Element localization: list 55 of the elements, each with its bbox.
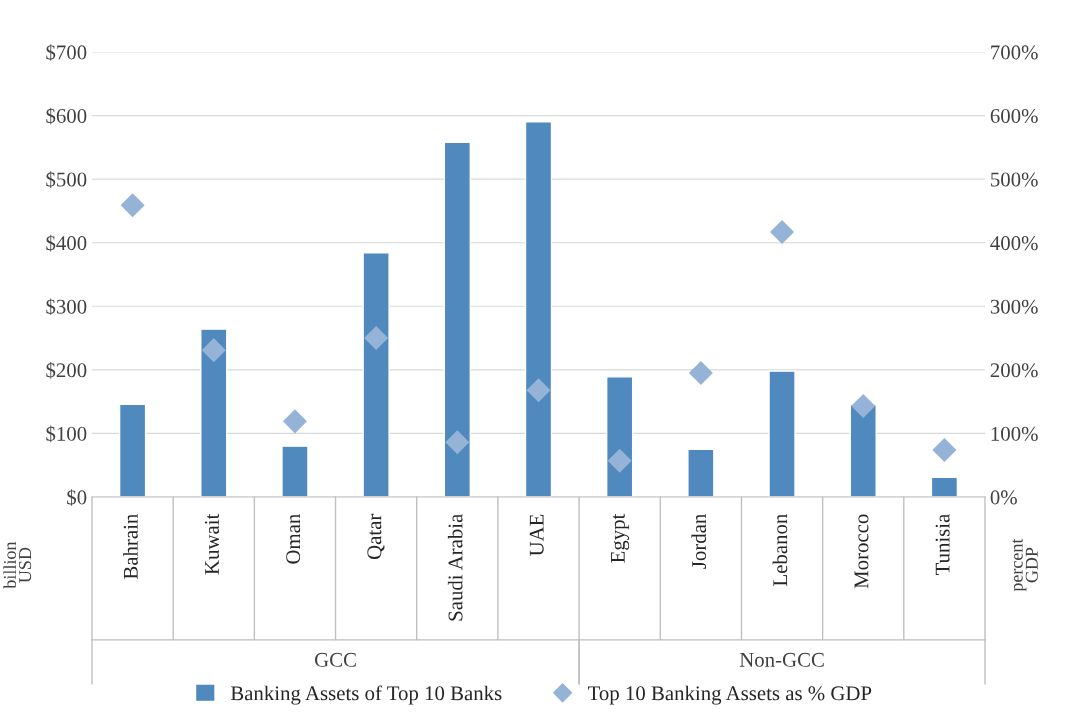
point [526,378,551,403]
bar [768,370,796,497]
bar [687,448,715,497]
point [770,219,795,244]
y-tick-label: $0 [67,489,87,506]
bar [849,404,877,497]
bar [605,376,634,497]
x-tick-label: Jordan [691,513,707,569]
text: GCC [314,652,356,667]
y-tick-label: $400 [46,234,87,252]
x-tick-label: UAE [529,514,544,557]
y2-tick-label: 400% [990,236,1038,251]
point [851,394,876,419]
point [201,338,226,363]
y2-tick-label: 500% [991,172,1038,187]
y2-tick-label: 100% [991,426,1038,441]
y2-tick-label: 0% [990,490,1017,505]
x-tick-label: Kuwait [204,513,219,575]
y-tick-label: $100 [46,425,87,443]
bar [118,403,147,497]
x-tick-label: Qatar [367,513,385,560]
y2-tick-label: 700% [991,45,1038,60]
x-tick-label: Saudi Arabia [447,513,463,621]
bar [930,476,959,497]
point [282,409,307,434]
point [364,326,389,351]
bar [362,252,390,497]
y-axis-title: billion USD [3,541,32,589]
y-tick-label: $200 [46,362,87,379]
bar [200,328,228,497]
point [932,437,957,462]
point [120,193,145,218]
x-tick-label: Lebanon [772,513,788,586]
x-tick-label: Tunisia [935,513,950,576]
bar [281,445,309,497]
y2-axis-title: percent GDP [1012,538,1038,592]
x-tick-label: Morocco [854,514,869,589]
x-tick-label: Oman [286,513,301,564]
y-tick-label: $300 [46,298,87,316]
y2-tick-label: 300% [990,299,1038,314]
y-tick-label: $500 [46,171,87,188]
bar [443,141,472,497]
y2-tick-label: 600% [990,108,1038,124]
legend-label: Banking Assets of Top 10 Banks [230,685,502,705]
y2-tick-label: 200% [990,363,1038,378]
point [445,430,470,455]
legend-label: Top 10 Banking Assets as % GDP [587,685,872,705]
point [607,448,632,473]
y-tick-label: $700 [46,44,87,61]
x-tick-label: Egypt [610,513,630,563]
text: Non-GCC [739,652,824,667]
y-tick-label: $600 [46,107,87,125]
bar [524,121,553,497]
point [688,361,713,386]
x-tick-label: Bahrain [123,513,138,580]
